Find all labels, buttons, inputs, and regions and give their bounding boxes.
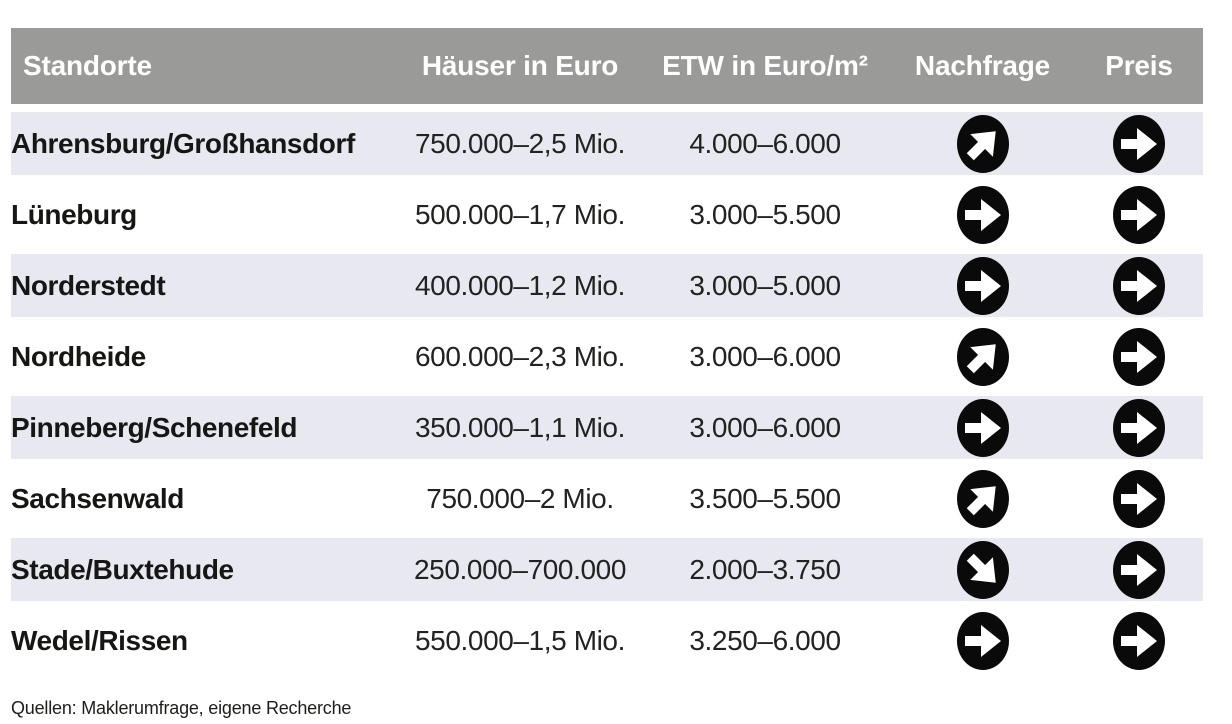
cell-nachfrage bbox=[890, 609, 1075, 672]
column-header-haeuser: Häuser in Euro bbox=[400, 28, 640, 104]
cell-etw: 3.250–6.000 bbox=[640, 609, 890, 672]
cell-etw: 2.000–3.750 bbox=[640, 538, 890, 601]
cell-standort: Lüneburg bbox=[11, 183, 400, 246]
cell-etw: 3.000–6.000 bbox=[640, 396, 890, 459]
cell-preis bbox=[1075, 538, 1203, 601]
trend-arrow-icon bbox=[1113, 398, 1165, 457]
cell-preis bbox=[1075, 325, 1203, 388]
trend-arrow-icon bbox=[956, 611, 1009, 670]
table-row: Ahrensburg/Großhansdorf 750.000–2,5 Mio.… bbox=[11, 112, 1203, 175]
cell-nachfrage bbox=[890, 254, 1075, 317]
trend-arrow-icon bbox=[956, 327, 1009, 386]
cell-nachfrage bbox=[890, 325, 1075, 388]
column-header-nachfrage: Nachfrage bbox=[890, 28, 1075, 104]
cell-etw: 3.000–6.000 bbox=[640, 325, 890, 388]
cell-preis bbox=[1075, 112, 1203, 175]
trend-arrow-icon bbox=[1113, 114, 1165, 173]
trend-arrow-icon bbox=[956, 398, 1009, 457]
cell-haeuser: 350.000–1,1 Mio. bbox=[400, 396, 640, 459]
cell-haeuser: 750.000–2,5 Mio. bbox=[400, 112, 640, 175]
column-header-preis: Preis bbox=[1075, 28, 1203, 104]
trend-arrow-icon bbox=[1113, 469, 1165, 528]
trend-arrow-icon bbox=[1113, 540, 1165, 599]
cell-standort: Stade/Buxtehude bbox=[11, 538, 400, 601]
cell-nachfrage bbox=[890, 396, 1075, 459]
table-row: Sachsenwald 750.000–2 Mio. 3.500–5.500 bbox=[11, 467, 1203, 530]
trend-arrow-icon bbox=[956, 540, 1009, 599]
trend-arrow-icon bbox=[1113, 185, 1165, 244]
column-header-standorte: Standorte bbox=[11, 28, 400, 104]
table-row: Wedel/Rissen 550.000–1,5 Mio. 3.250–6.00… bbox=[11, 609, 1203, 672]
table-row: Norderstedt 400.000–1,2 Mio. 3.000–5.000 bbox=[11, 254, 1203, 317]
cell-standort: Pinneberg/Schenefeld bbox=[11, 396, 400, 459]
trend-arrow-icon bbox=[1113, 611, 1165, 670]
cell-standort: Wedel/Rissen bbox=[11, 609, 400, 672]
cell-standort: Nordheide bbox=[11, 325, 400, 388]
cell-standort: Ahrensburg/Großhansdorf bbox=[11, 112, 400, 175]
cell-haeuser: 250.000–700.000 bbox=[400, 538, 640, 601]
table-row: Pinneberg/Schenefeld 350.000–1,1 Mio. 3.… bbox=[11, 396, 1203, 459]
cell-preis bbox=[1075, 609, 1203, 672]
cell-haeuser: 500.000–1,7 Mio. bbox=[400, 183, 640, 246]
cell-haeuser: 750.000–2 Mio. bbox=[400, 467, 640, 530]
trend-arrow-icon bbox=[956, 469, 1009, 528]
cell-standort: Norderstedt bbox=[11, 254, 400, 317]
cell-haeuser: 400.000–1,2 Mio. bbox=[400, 254, 640, 317]
cell-etw: 3.000–5.500 bbox=[640, 183, 890, 246]
cell-standort: Sachsenwald bbox=[11, 467, 400, 530]
price-table: Standorte Häuser in Euro ETW in Euro/m² … bbox=[11, 20, 1203, 680]
source-note: Quellen: Maklerumfrage, eigene Recherche bbox=[11, 698, 352, 718]
cell-etw: 3.000–5.000 bbox=[640, 254, 890, 317]
trend-arrow-icon bbox=[956, 114, 1009, 173]
table-row: Lüneburg 500.000–1,7 Mio. 3.000–5.500 bbox=[11, 183, 1203, 246]
trend-arrow-icon bbox=[1113, 256, 1165, 315]
cell-etw: 4.000–6.000 bbox=[640, 112, 890, 175]
cell-preis bbox=[1075, 396, 1203, 459]
cell-nachfrage bbox=[890, 467, 1075, 530]
column-header-etw: ETW in Euro/m² bbox=[640, 28, 890, 104]
cell-nachfrage bbox=[890, 538, 1075, 601]
table-row: Nordheide 600.000–2,3 Mio. 3.000–6.000 bbox=[11, 325, 1203, 388]
cell-haeuser: 600.000–2,3 Mio. bbox=[400, 325, 640, 388]
cell-nachfrage bbox=[890, 183, 1075, 246]
cell-preis bbox=[1075, 467, 1203, 530]
cell-etw: 3.500–5.500 bbox=[640, 467, 890, 530]
header-row: Standorte Häuser in Euro ETW in Euro/m² … bbox=[11, 28, 1203, 104]
table-row: Stade/Buxtehude 250.000–700.000 2.000–3.… bbox=[11, 538, 1203, 601]
cell-haeuser: 550.000–1,5 Mio. bbox=[400, 609, 640, 672]
cell-preis bbox=[1075, 183, 1203, 246]
trend-arrow-icon bbox=[956, 185, 1009, 244]
trend-arrow-icon bbox=[956, 256, 1009, 315]
trend-arrow-icon bbox=[1113, 327, 1165, 386]
cell-preis bbox=[1075, 254, 1203, 317]
cell-nachfrage bbox=[890, 112, 1075, 175]
